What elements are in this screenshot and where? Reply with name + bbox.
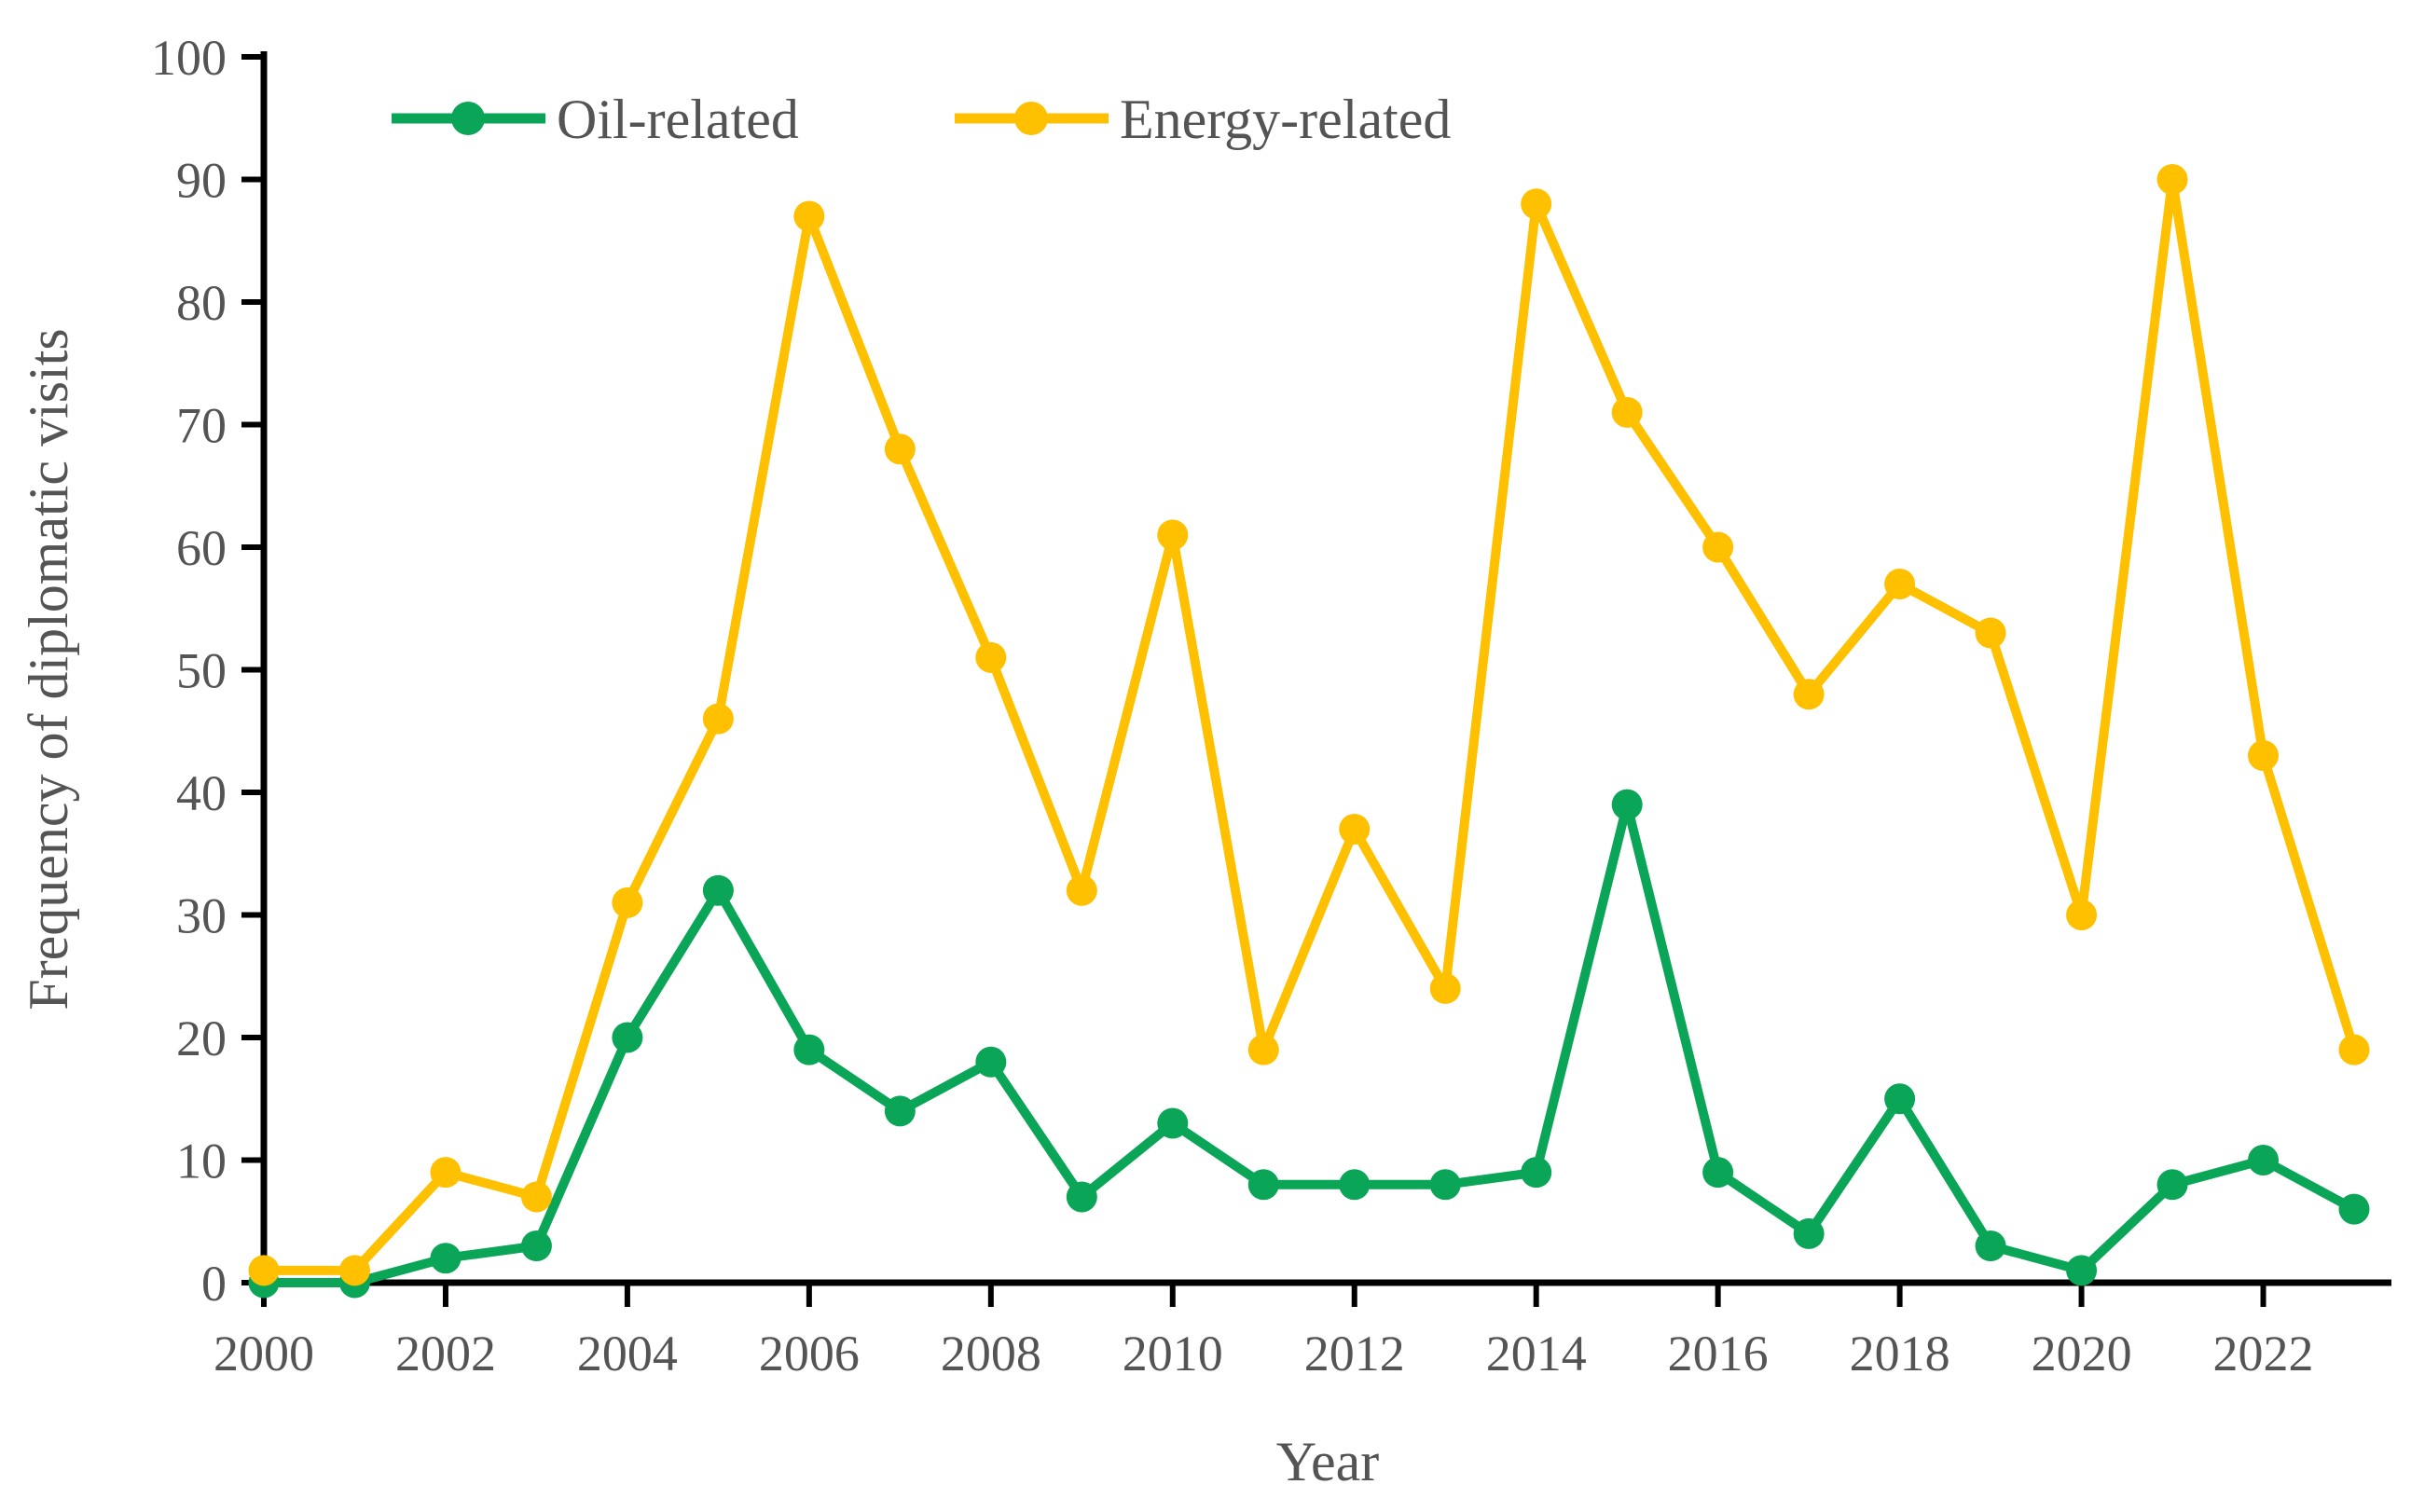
energy-related-point: [2248, 740, 2280, 772]
energy-related-point: [1066, 874, 1097, 906]
energy-related-point: [1975, 617, 2006, 649]
energy-related-point: [1884, 568, 1916, 599]
y-tick-label: 0: [201, 1256, 227, 1312]
oil-related-point: [2156, 1169, 2188, 1201]
oil-related-point: [702, 874, 734, 906]
x-tick-label: 2006: [759, 1326, 860, 1381]
energy-related-point: [430, 1157, 462, 1189]
oil-related-point: [2338, 1193, 2370, 1225]
x-tick-label: 2000: [214, 1326, 314, 1381]
oil-related-point: [520, 1230, 552, 1262]
energy-related-point: [1793, 679, 1825, 710]
legend-label-energy-related: Energy-related: [1120, 89, 1451, 150]
energy-related-point: [1429, 972, 1461, 1004]
series-oil-related: [248, 789, 2370, 1299]
legend-item-energy-related: Energy-related: [955, 89, 1451, 150]
energy-related-point: [1339, 813, 1371, 845]
y-tick-label: 50: [176, 643, 227, 699]
y-tick-label: 40: [176, 765, 227, 821]
oil-related-point: [1247, 1169, 1279, 1201]
y-tick-label: 80: [176, 275, 227, 331]
oil-related-point: [1066, 1181, 1097, 1213]
y-tick-label: 90: [176, 153, 227, 209]
oil-related-point: [1611, 789, 1643, 820]
energy-related-point: [2338, 1034, 2370, 1065]
energy-related-point: [1702, 531, 1734, 563]
oil-related-point: [1339, 1169, 1371, 1201]
x-tick-label: 2004: [577, 1326, 678, 1381]
energy-related-point: [1611, 396, 1643, 428]
energy-related-point: [975, 641, 1007, 673]
oil-related-point: [612, 1022, 643, 1053]
energy-related-point: [1157, 519, 1189, 551]
oil-related-point: [1793, 1217, 1825, 1249]
x-tick-label: 2016: [1668, 1326, 1769, 1381]
legend-item-oil-related: Oil-related: [392, 89, 799, 150]
y-tick-label: 100: [151, 30, 227, 86]
energy-related-point: [884, 433, 916, 465]
x-tick-label: 2022: [2213, 1326, 2314, 1381]
series-energy-related: [248, 164, 2370, 1286]
energy-related-point: [2066, 900, 2098, 930]
y-tick-label: 10: [176, 1134, 227, 1189]
x-axis-title: Year: [1276, 1431, 1380, 1492]
oil-related-point: [2066, 1255, 2098, 1286]
x-tick-label: 2020: [2032, 1326, 2132, 1381]
oil-related-point: [1975, 1230, 2006, 1262]
x-tick-label: 2014: [1486, 1326, 1587, 1381]
energy-related-point: [612, 887, 643, 918]
oil-related-point: [2248, 1145, 2280, 1175]
series-layer: [248, 164, 2370, 1299]
oil-related-point: [1429, 1169, 1461, 1201]
axes-layer: 0 10 20 30 40 50 60 70 80 90 100 2000 2002 2004 2006 20…: [151, 30, 2391, 1381]
y-tick-label: 70: [176, 398, 227, 454]
oil-related-point: [1157, 1107, 1189, 1139]
energy-related-line: [259, 174, 2359, 1275]
oil-related-point: [793, 1034, 825, 1065]
y-tick-label: 20: [176, 1010, 227, 1066]
oil-related-point: [430, 1243, 462, 1274]
oil-related-point: [975, 1046, 1007, 1078]
axis-spine: [260, 51, 2391, 1286]
x-tick-label: 2002: [395, 1326, 496, 1381]
energy-related-point: [338, 1255, 370, 1286]
oil-related-point: [1702, 1157, 1734, 1189]
x-tick-label: 2018: [1850, 1326, 1950, 1381]
y-tick-label: 60: [176, 520, 227, 576]
y-axis-title: Frequency of diplomatic visits: [18, 328, 79, 1010]
oil-related-line: [259, 800, 2359, 1287]
oil-related-point: [884, 1095, 916, 1127]
energy-related-point: [1521, 188, 1552, 220]
x-tick-label: 2012: [1304, 1326, 1405, 1381]
x-tick-label: 2008: [941, 1326, 1041, 1381]
oil-related-point: [1521, 1157, 1552, 1189]
energy-related-point: [793, 200, 825, 232]
energy-related-point: [248, 1255, 280, 1286]
legend-label-oil-related: Oil-related: [557, 89, 799, 150]
oil-related-legend-marker-icon: [451, 102, 485, 135]
legend: Oil-related Energy-related: [392, 89, 1451, 150]
energy-related-point: [702, 703, 734, 735]
energy-related-legend-marker-icon: [1014, 102, 1048, 135]
energy-related-point: [2156, 164, 2188, 195]
x-tick-label: 2010: [1123, 1326, 1223, 1381]
y-tick-label: 30: [176, 888, 227, 944]
energy-related-point: [1247, 1034, 1279, 1065]
oil-related-point: [1884, 1083, 1916, 1115]
energy-related-point: [520, 1181, 552, 1213]
